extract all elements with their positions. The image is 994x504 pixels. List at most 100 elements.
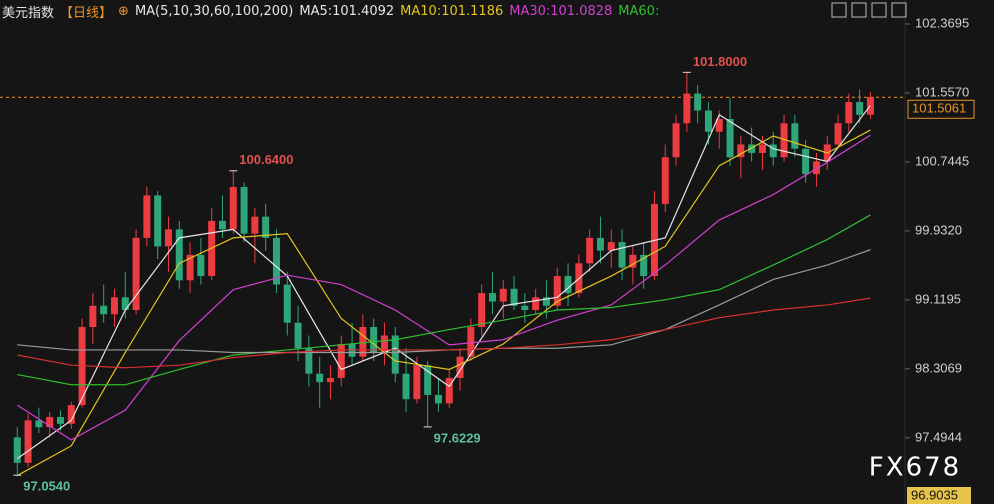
candle-body — [272, 237, 280, 285]
candle-body — [780, 123, 788, 158]
candle-body — [283, 284, 291, 323]
ma-line — [16, 129, 871, 477]
legend-entry: MA10:101.1186 — [400, 4, 504, 19]
header: 美元指数 【日线】 ⊕ MA(5,10,30,60,100,200) MA5:1… — [2, 2, 659, 21]
period-label[interactable]: 【日线】 — [60, 6, 113, 21]
candle-body — [661, 157, 669, 204]
candle-body — [596, 237, 604, 251]
ma-params[interactable]: MA(5,10,30,60,100,200) — [134, 4, 294, 19]
add-icon[interactable]: ⊕ — [118, 4, 129, 19]
candle-body — [542, 297, 550, 306]
candle-body — [326, 377, 334, 383]
candle-body — [13, 437, 21, 463]
candle-body — [218, 220, 226, 230]
candle-body — [380, 335, 388, 353]
ma-line — [16, 105, 871, 460]
y-tick-label: 99.1195 — [915, 291, 961, 306]
y-tick-label: 97.4944 — [915, 429, 962, 444]
toolbar[interactable] — [831, 2, 907, 18]
candle-body — [478, 293, 486, 328]
candle-body — [812, 161, 820, 175]
candle-body — [802, 148, 810, 175]
annotation-label: 97.0540 — [23, 479, 70, 494]
candle-body — [737, 144, 745, 158]
candle-body — [445, 377, 453, 404]
candle-body — [229, 186, 237, 230]
candle-body — [553, 276, 561, 306]
candle-body — [748, 144, 756, 153]
candle-body — [672, 123, 680, 158]
range-label: 96.9035 — [911, 487, 958, 502]
candle-body — [715, 119, 723, 132]
candle-body — [758, 144, 766, 153]
candle-body — [100, 305, 108, 315]
candle-body — [402, 373, 410, 400]
candle-body — [510, 288, 518, 306]
candle-body — [370, 327, 378, 353]
candle-body — [164, 229, 172, 247]
candle-body — [791, 123, 799, 149]
annotation-label: 100.6400 — [239, 152, 293, 167]
candle-body — [154, 195, 162, 247]
candle-body — [834, 123, 842, 145]
candle-body — [316, 373, 324, 383]
candle-body — [143, 195, 151, 238]
candle-body — [683, 93, 691, 124]
candle-body — [197, 254, 205, 277]
candle-body — [769, 144, 777, 158]
candle-body — [337, 343, 345, 378]
candle-body — [607, 242, 615, 251]
annotation-label: 101.8000 — [693, 54, 747, 69]
candle-body — [488, 293, 496, 302]
candle-body — [175, 229, 183, 281]
candle-body — [35, 420, 43, 428]
candle-body — [845, 102, 853, 124]
candle-body — [856, 102, 864, 115]
instrument-title: 美元指数 — [2, 6, 55, 21]
candle-body — [532, 297, 540, 311]
candle-body — [132, 237, 140, 311]
candle-body — [56, 416, 64, 424]
candle-body — [456, 356, 464, 378]
ma-line — [16, 134, 871, 441]
candle-body — [89, 305, 97, 328]
candle-body — [521, 305, 529, 311]
candle-body — [467, 327, 475, 357]
current-price-box — [907, 99, 975, 119]
tool-button[interactable] — [831, 2, 847, 18]
candle-body — [46, 416, 54, 428]
tool-button[interactable] — [871, 2, 887, 18]
candle-body — [629, 254, 637, 268]
candle-body — [262, 216, 270, 238]
y-tick-label: 102.3695 — [915, 15, 969, 30]
legend-entry: MA60: — [618, 4, 660, 19]
candle-body — [586, 237, 594, 264]
ma-line — [17, 249, 871, 354]
candle-body — [640, 254, 648, 277]
candle-body — [499, 288, 507, 302]
watermark: FX678 — [869, 453, 961, 483]
legend-entry: MA5:101.4092 — [299, 4, 395, 19]
range-label-box — [907, 487, 971, 504]
y-tick-label: 99.9320 — [915, 222, 962, 237]
y-tick-label: 100.7445 — [915, 153, 969, 168]
candle-body — [726, 119, 734, 158]
legend-entry: MA30:101.0828 — [509, 4, 613, 19]
tool-button[interactable] — [851, 2, 867, 18]
ma-line — [17, 214, 871, 386]
candle-body — [694, 93, 702, 111]
current-price-label: 101.5061 — [912, 101, 966, 116]
candle-body — [110, 297, 118, 315]
candle-body — [564, 276, 572, 294]
candle-body — [240, 186, 248, 234]
candle-body — [24, 420, 32, 463]
candle-body — [424, 365, 432, 395]
candle-body — [305, 348, 313, 374]
tool-button[interactable] — [891, 2, 907, 18]
candle-body — [618, 242, 626, 268]
candle-body — [121, 297, 129, 311]
candle-body — [391, 335, 399, 374]
candle-body — [67, 405, 75, 424]
